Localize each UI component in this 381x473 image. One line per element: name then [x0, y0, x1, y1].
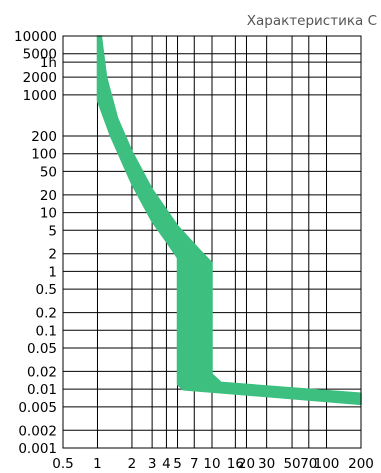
- y-tick-label: 0.01: [27, 382, 57, 398]
- x-tick-label: 1: [93, 456, 102, 469]
- y-tick-label: 1h: [40, 55, 57, 71]
- x-tick-label: 50: [283, 456, 300, 469]
- grid: [62, 35, 362, 449]
- y-tick-label: 20: [40, 188, 57, 204]
- y-tick-label: 200: [31, 129, 57, 145]
- x-tick-label: 0.5: [52, 456, 73, 469]
- y-tick-label: 50: [40, 164, 57, 180]
- x-tick-label: 7: [190, 456, 199, 469]
- x-tick-label: 5: [173, 456, 182, 469]
- y-tick-label: 10: [40, 206, 57, 222]
- x-tick-label: 30: [258, 456, 275, 469]
- y-tick-label: 0.1: [36, 323, 57, 339]
- y-tick-label: 0.05: [27, 341, 57, 357]
- y-tick-label: 5: [48, 223, 57, 239]
- y-tick-label: 0.2: [36, 306, 57, 322]
- band-layer: [96, 35, 362, 406]
- y-tick-label: 5000: [23, 47, 57, 63]
- x-tick-label: 70: [300, 456, 317, 469]
- plot-border: [62, 35, 362, 449]
- y-tick-label: 0.5: [36, 282, 57, 298]
- y-tick-label: 1: [48, 264, 57, 280]
- x-tick-label: 2: [128, 456, 137, 469]
- x-tick-label: 100: [314, 456, 340, 469]
- x-tick-label: 20: [238, 456, 255, 469]
- y-tick-label: 2: [48, 247, 57, 263]
- chart-title: Характеристика С: [247, 13, 377, 29]
- tripping-band: [96, 35, 362, 406]
- y-tick-label: 0.002: [18, 423, 57, 439]
- y-tick-label: 0.001: [18, 441, 57, 457]
- x-tick-label: 4: [162, 456, 171, 469]
- y-tick-label: 2000: [23, 70, 57, 86]
- y-tick-label: 0.02: [27, 364, 57, 380]
- x-tick-label: 200: [348, 456, 374, 469]
- y-tick-label: 0.005: [18, 400, 57, 416]
- x-tick-label: 3: [148, 456, 157, 469]
- y-tick-label: 10000: [14, 29, 57, 45]
- x-tick-label: 10: [203, 456, 220, 469]
- y-tick-label: 100: [31, 147, 57, 163]
- x-tick-label: 16: [227, 456, 244, 469]
- y-tick-label: 1000: [23, 88, 57, 104]
- plot-frame: [62, 35, 362, 449]
